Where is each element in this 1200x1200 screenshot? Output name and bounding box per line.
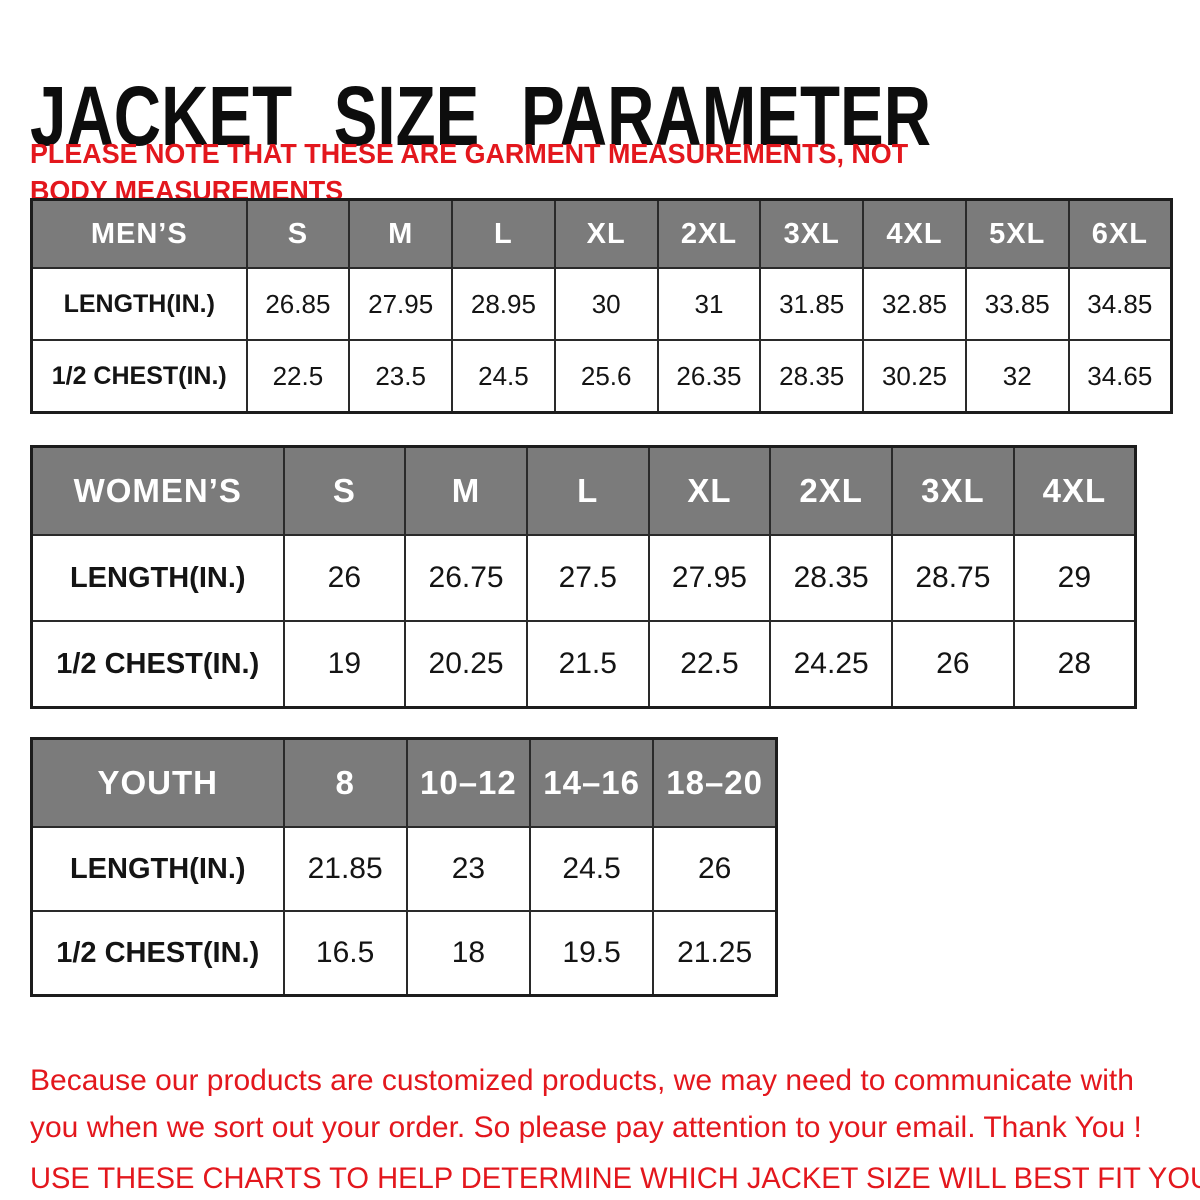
womens-size-column-XL: XL	[647, 445, 772, 536]
womens-value-cell: 29	[1012, 534, 1137, 622]
womens-size-column-2XL: 2XL	[769, 445, 894, 536]
mens-value-cell: 27.95	[348, 267, 454, 341]
womens-size-column-M: M	[404, 445, 528, 536]
youth-size-column-18–20: 18–20	[652, 737, 778, 828]
youth-header-row: YOUTH 8 10–12 14–16 18–20	[30, 737, 778, 828]
youth-value-cell: 18	[405, 910, 532, 997]
mens-value-cell: 26.85	[245, 267, 351, 341]
womens-size-table: WOMEN’S S M L XL 2XL 3XL 4XL LENGTH(IN.) 26 26.75 2…	[30, 445, 1137, 709]
womens-value-cell: 21.5	[525, 620, 650, 709]
youth-size-table: YOUTH 8 10–12 14–16 18–20 LENGTH(IN.) 21.85 23 2…	[30, 737, 778, 997]
womens-value-cell: 26	[282, 534, 407, 622]
womens-size-column-3XL: 3XL	[891, 445, 1015, 536]
youth-row-label: 1/2 CHEST(IN.)	[30, 910, 285, 997]
youth-size-column-10–12: 10–12	[405, 737, 532, 828]
mens-size-column-L: L	[451, 198, 556, 269]
youth-value-cell: 21.25	[652, 910, 778, 997]
chart-usage-instruction: USE THESE CHARTS TO HELP DETERMINE WHICH…	[30, 1162, 1200, 1195]
youth-size-column-8: 8	[282, 737, 408, 828]
mens-data-row-1: 1/2 CHEST(IN.) 22.5 23.5 24.5 25.6 26.35 28.35…	[30, 339, 1173, 414]
mens-value-cell: 33.85	[964, 267, 1070, 341]
youth-data-row-0: LENGTH(IN.) 21.85 23 24.5 26	[30, 826, 778, 912]
youth-data-row-1: 1/2 CHEST(IN.) 16.5 18 19.5 21.25	[30, 910, 778, 997]
mens-row-label: 1/2 CHEST(IN.)	[30, 339, 248, 414]
mens-value-cell: 24.5	[451, 339, 556, 414]
mens-size-column-4XL: 4XL	[862, 198, 967, 269]
mens-value-cell: 32.85	[862, 267, 967, 341]
youth-value-cell: 23	[405, 826, 532, 912]
mens-size-column-6XL: 6XL	[1067, 198, 1173, 269]
womens-value-cell: 27.5	[525, 534, 650, 622]
youth-value-cell: 19.5	[528, 910, 655, 997]
womens-size-column-S: S	[282, 445, 407, 536]
youth-table-title: YOUTH	[30, 737, 285, 828]
womens-value-cell: 20.25	[404, 620, 528, 709]
womens-value-cell: 28.35	[769, 534, 894, 622]
mens-value-cell: 23.5	[348, 339, 454, 414]
mens-value-cell: 34.65	[1067, 339, 1173, 414]
womens-value-cell: 24.25	[769, 620, 894, 709]
mens-row-label: LENGTH(IN.)	[30, 267, 248, 341]
mens-value-cell: 26.35	[656, 339, 762, 414]
mens-value-cell: 28.95	[451, 267, 556, 341]
youth-size-column-14–16: 14–16	[528, 737, 655, 828]
womens-value-cell: 26.75	[404, 534, 528, 622]
mens-value-cell: 30.25	[862, 339, 967, 414]
mens-data-row-0: LENGTH(IN.) 26.85 27.95 28.95 30 31 31.85 32.85…	[30, 267, 1173, 341]
mens-value-cell: 22.5	[245, 339, 351, 414]
womens-value-cell: 26	[891, 620, 1015, 709]
womens-value-cell: 28.75	[891, 534, 1015, 622]
womens-header-row: WOMEN’S S M L XL 2XL 3XL 4XL	[30, 445, 1137, 536]
mens-value-cell: 28.35	[759, 339, 865, 414]
mens-value-cell: 34.85	[1067, 267, 1173, 341]
womens-size-column-4XL: 4XL	[1012, 445, 1137, 536]
mens-size-column-5XL: 5XL	[964, 198, 1070, 269]
youth-value-cell: 16.5	[282, 910, 408, 997]
mens-size-column-M: M	[348, 198, 454, 269]
womens-value-cell: 22.5	[647, 620, 772, 709]
customization-notice: Because our products are customized prod…	[30, 1064, 1142, 1144]
mens-table-title: MEN’S	[30, 198, 248, 269]
youth-value-cell: 24.5	[528, 826, 655, 912]
youth-row-label: LENGTH(IN.)	[30, 826, 285, 912]
mens-value-cell: 25.6	[553, 339, 659, 414]
womens-row-label: 1/2 CHEST(IN.)	[30, 620, 285, 709]
page-title: JACKET SIZE PARAMETER	[30, 69, 932, 164]
womens-data-row-0: LENGTH(IN.) 26 26.75 27.5 27.95 28.35 28.75 29	[30, 534, 1137, 622]
mens-size-column-XL: XL	[553, 198, 659, 269]
womens-data-row-1: 1/2 CHEST(IN.) 19 20.25 21.5 22.5 24.25 26 28	[30, 620, 1137, 709]
mens-value-cell: 30	[553, 267, 659, 341]
youth-value-cell: 21.85	[282, 826, 408, 912]
mens-size-column-S: S	[245, 198, 351, 269]
womens-size-column-L: L	[525, 445, 650, 536]
youth-value-cell: 26	[652, 826, 778, 912]
mens-size-table: MEN’S S M L XL 2XL 3XL 4XL 5XL 6XL LENGTH(IN.) 26.8…	[30, 198, 1173, 414]
mens-value-cell: 31	[656, 267, 762, 341]
womens-table-title: WOMEN’S	[30, 445, 285, 536]
mens-header-row: MEN’S S M L XL 2XL 3XL 4XL 5XL 6XL	[30, 198, 1173, 269]
womens-row-label: LENGTH(IN.)	[30, 534, 285, 622]
womens-value-cell: 28	[1012, 620, 1137, 709]
womens-value-cell: 27.95	[647, 534, 772, 622]
garment-measurement-note: PLEASE NOTE THAT THESE ARE GARMENT MEASU…	[30, 138, 909, 206]
mens-size-column-3XL: 3XL	[759, 198, 865, 269]
mens-size-column-2XL: 2XL	[656, 198, 762, 269]
mens-value-cell: 31.85	[759, 267, 865, 341]
womens-value-cell: 19	[282, 620, 407, 709]
mens-value-cell: 32	[964, 339, 1070, 414]
